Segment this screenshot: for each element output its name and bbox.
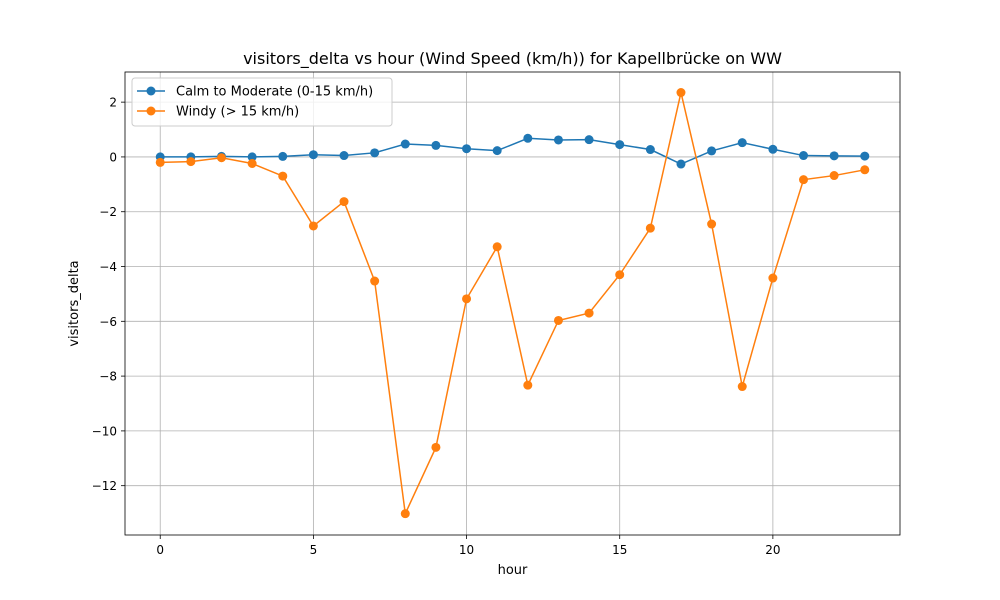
data-point — [584, 135, 594, 145]
data-point — [339, 197, 349, 207]
x-tick-label: 20 — [765, 543, 780, 557]
data-point — [553, 135, 563, 145]
data-point — [737, 382, 747, 392]
data-point — [707, 146, 717, 156]
data-point — [523, 133, 533, 143]
data-point — [676, 159, 686, 169]
data-point — [860, 151, 870, 161]
data-point — [645, 145, 655, 155]
data-point — [247, 152, 257, 162]
data-point — [829, 171, 839, 181]
data-point — [431, 140, 441, 150]
series-layer — [155, 88, 870, 519]
data-point — [308, 150, 318, 160]
plot-area-frame — [124, 71, 901, 536]
y-tick-label: −4 — [99, 260, 117, 274]
data-point — [308, 221, 318, 231]
axis-ticks: 0 5 10 15 20 −12 −10 −8 −6 −4 −2 0 2 — [92, 96, 781, 557]
y-tick-label: −2 — [99, 205, 117, 219]
data-point — [186, 157, 196, 167]
data-point — [707, 219, 717, 229]
y-tick-label: 0 — [109, 150, 117, 164]
data-point — [492, 146, 502, 156]
data-point — [216, 153, 226, 163]
data-point — [155, 157, 165, 167]
y-tick-label: −10 — [92, 424, 117, 438]
series-1 — [155, 88, 870, 519]
data-point — [768, 144, 778, 154]
data-point — [615, 270, 625, 280]
legend-label-windy: Windy (> 15 km/h) — [176, 105, 299, 120]
x-tick-label: 0 — [156, 543, 164, 557]
data-point — [370, 148, 380, 158]
legend-marker-windy — [146, 106, 156, 116]
data-point — [799, 151, 809, 161]
series-0 — [155, 133, 870, 169]
data-point — [278, 151, 288, 161]
chart-title: visitors_delta vs hour (Wind Speed (km/h… — [243, 49, 782, 69]
data-point — [462, 294, 472, 304]
data-point — [278, 171, 288, 181]
grid-lines — [125, 72, 900, 535]
legend-label-calm: Calm to Moderate (0-15 km/h) — [176, 85, 373, 100]
data-point — [860, 165, 870, 175]
series-line-1 — [160, 92, 865, 517]
x-tick-label: 15 — [612, 543, 627, 557]
data-point — [431, 442, 441, 452]
data-point — [676, 88, 686, 98]
x-tick-label: 5 — [310, 543, 318, 557]
series-line-0 — [160, 137, 865, 165]
data-point — [462, 144, 472, 154]
y-tick-label: −12 — [92, 479, 117, 493]
y-axis-label: visitors_delta — [67, 260, 82, 346]
data-point — [247, 159, 257, 169]
legend: Calm to Moderate (0-15 km/h) Windy (> 15… — [131, 77, 393, 127]
legend-entry-calm: Calm to Moderate (0-15 km/h) — [137, 85, 373, 100]
data-point — [492, 242, 502, 252]
legend-frame — [131, 77, 393, 127]
legend-entry-windy: Windy (> 15 km/h) — [137, 105, 299, 120]
data-point — [645, 223, 655, 233]
y-tick-label: 2 — [109, 96, 117, 110]
y-tick-label: −8 — [99, 370, 117, 384]
data-point — [768, 273, 778, 283]
x-tick-label: 10 — [459, 543, 474, 557]
legend-marker-calm — [146, 86, 156, 96]
data-point — [370, 276, 380, 286]
y-tick-label: −6 — [99, 315, 117, 329]
data-point — [339, 151, 349, 161]
data-point — [799, 175, 809, 185]
data-point — [523, 380, 533, 390]
data-point — [553, 315, 563, 325]
data-point — [829, 151, 839, 161]
data-point — [584, 308, 594, 318]
data-point — [400, 139, 410, 149]
data-point — [737, 138, 747, 148]
data-point — [400, 509, 410, 519]
x-axis-label: hour — [498, 563, 528, 578]
data-point — [615, 140, 625, 150]
